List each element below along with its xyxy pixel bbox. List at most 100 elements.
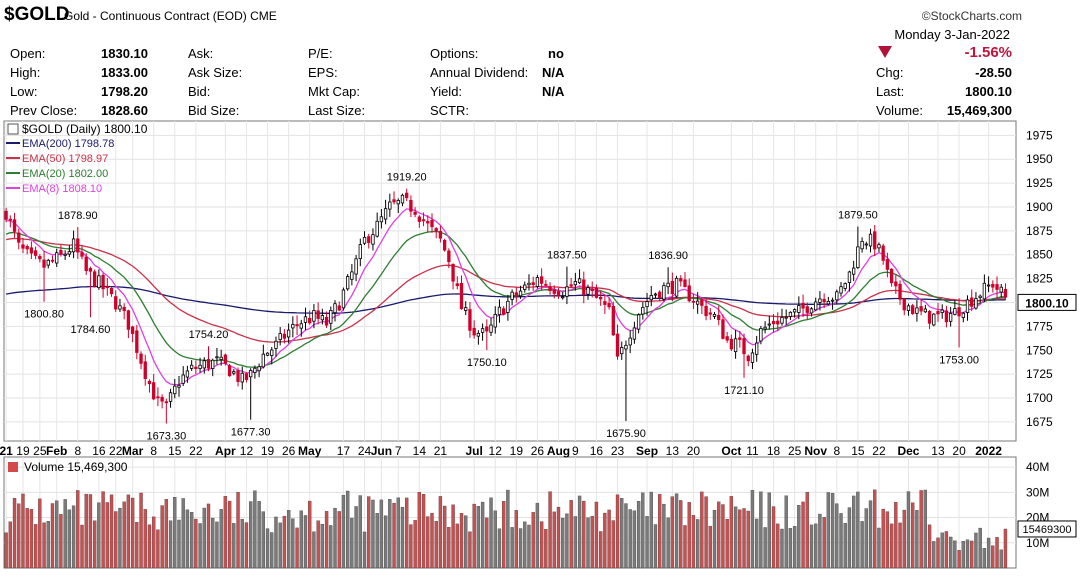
brand-label: ©StockCharts.com	[921, 9, 1022, 23]
sctr-label: SCTR:	[430, 103, 469, 118]
volume-bar	[742, 508, 746, 569]
last-value: 1800.10	[965, 84, 1012, 99]
price-annotation: 1753.00	[939, 354, 979, 366]
volume-bar	[851, 495, 856, 569]
candle-body	[615, 333, 620, 357]
volume-bar	[809, 524, 814, 569]
x-tick-label: 20	[952, 444, 966, 458]
price-annotation: 1784.60	[71, 324, 111, 336]
price-annotation: 1754.20	[189, 329, 229, 341]
candle-body	[497, 306, 502, 316]
volume-title: Volume 15,469,300	[24, 460, 128, 474]
stat-value: 1828.60	[101, 103, 148, 118]
volume-bar	[506, 489, 510, 569]
candle-body	[957, 307, 961, 317]
x-tick-label: Aug	[547, 444, 570, 458]
candle-body	[636, 314, 641, 330]
volume-bar	[485, 517, 489, 569]
candle-body	[544, 283, 548, 286]
volume-bar	[636, 501, 641, 569]
volume-bar	[991, 545, 995, 569]
candle-body	[535, 277, 540, 287]
candle-body	[55, 252, 59, 264]
candle-body	[510, 291, 514, 300]
volume-bar	[472, 503, 476, 569]
volume-bar	[894, 502, 898, 569]
volume-bar	[970, 540, 974, 569]
price-annotation: 1879.50	[838, 210, 878, 222]
volume-bar	[295, 527, 299, 569]
volume-bar	[957, 550, 961, 569]
volume-bar	[25, 508, 29, 569]
candle-body	[189, 364, 194, 369]
volume-bar	[565, 513, 569, 569]
candle-body	[687, 285, 691, 302]
candle-body	[502, 308, 506, 315]
volume-bar	[518, 528, 523, 569]
candle-body	[645, 301, 649, 308]
volume-bar	[573, 516, 578, 569]
volume-bar	[628, 509, 632, 569]
volume-bar	[33, 524, 38, 569]
candle-body	[177, 385, 181, 388]
candle-body	[50, 259, 55, 262]
volume-bar	[341, 494, 346, 569]
x-tick-label: 12	[240, 444, 254, 458]
candle-body	[582, 279, 586, 295]
candle-body	[240, 372, 244, 383]
x-tick-label: 21	[0, 444, 13, 458]
volume-bar	[189, 512, 194, 569]
candle-body	[97, 275, 101, 289]
volume-bar	[603, 512, 607, 569]
volume-bar	[282, 515, 287, 569]
volume-bar	[480, 501, 485, 569]
volume-bar	[152, 516, 156, 569]
volume-bar	[982, 548, 987, 569]
candle-body	[84, 256, 88, 271]
candle-body	[324, 316, 329, 326]
candle-body	[185, 370, 190, 378]
candle-body	[725, 336, 729, 341]
candle-body	[851, 267, 856, 275]
candle-body	[556, 291, 561, 296]
candle-body	[21, 244, 25, 249]
candle-body	[329, 310, 333, 324]
volume-bar	[691, 515, 696, 569]
volume-bar	[544, 529, 548, 569]
x-tick-label: 8	[833, 444, 840, 458]
candle-body	[670, 280, 675, 295]
candle-body	[485, 326, 489, 332]
candle-body	[809, 308, 814, 314]
candle-body	[771, 320, 776, 325]
candle-body	[860, 241, 864, 250]
candle-body	[434, 228, 438, 232]
candle-body	[337, 305, 341, 311]
volume-tick-label: 40M	[1026, 460, 1049, 474]
volume-bar	[46, 521, 50, 569]
volume-bar	[29, 509, 34, 569]
volume-bar	[771, 506, 776, 569]
candle-body	[662, 285, 666, 300]
volume-bar	[818, 513, 822, 569]
candle-body	[152, 382, 156, 400]
candle-body	[632, 327, 637, 340]
volume-bar	[426, 516, 430, 569]
x-tick-label: 16	[92, 444, 106, 458]
volume-bar	[337, 511, 341, 569]
volume-bar	[552, 511, 556, 569]
volume-bar	[350, 517, 354, 569]
volume-bar	[240, 518, 244, 569]
candle-body	[320, 315, 325, 321]
chart-title: $GOLD (Daily) 1800.10	[22, 122, 148, 136]
candle-body	[506, 300, 510, 313]
volume-bar	[649, 491, 653, 569]
legend-label: EMA(20) 1802.00	[22, 168, 108, 180]
candle-body	[788, 311, 793, 317]
candle-body	[889, 268, 894, 284]
candle-body	[468, 309, 472, 331]
volume-bar	[759, 491, 763, 569]
volume-bar	[780, 528, 784, 569]
x-tick-label: 20	[687, 444, 701, 458]
volume-bar	[17, 503, 21, 569]
volume-bar	[721, 504, 725, 569]
